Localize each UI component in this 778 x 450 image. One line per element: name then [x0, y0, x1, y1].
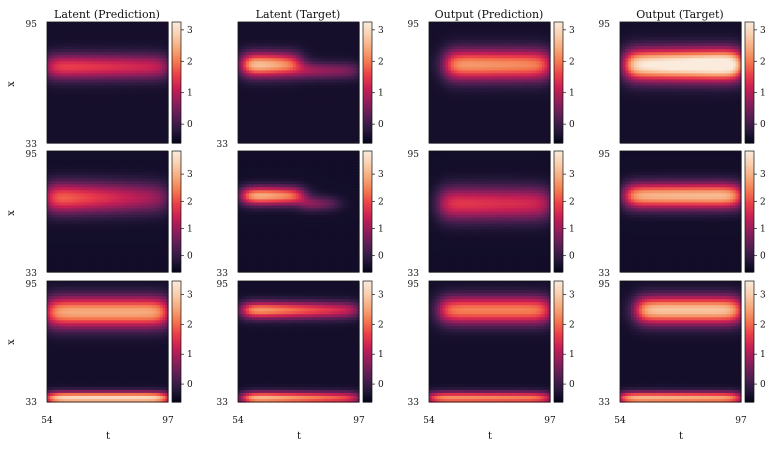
y-axis-label-row-2: x [6, 339, 17, 345]
x-tick-right-c3: 97 [735, 416, 747, 426]
y-axis-label-row-0: x [6, 81, 17, 87]
y-tick-bottom-r0-c0: 33 [26, 140, 38, 150]
x-tick-left-c1: 54 [232, 416, 244, 426]
x-tick-left-c3: 54 [614, 416, 626, 426]
x-tick-left-c2: 54 [423, 416, 435, 426]
y-tick-top-r0-c2: 95 [408, 20, 420, 30]
y-tick-top-r2-c1: 95 [217, 280, 229, 290]
x-tick-left-c0: 54 [41, 416, 53, 426]
y-tick-bottom-r1-c0: 33 [26, 269, 38, 279]
heatmap-grid: 0123012301230123012301230123012301230123… [47, 22, 766, 403]
y-tick-top-r1-c3: 95 [599, 150, 611, 160]
y-tick-bottom-r2-c3: 33 [599, 398, 611, 408]
y-tick-top-r2-c2: 95 [408, 280, 420, 290]
y-tick-bottom-r2-c0: 33 [26, 398, 38, 408]
x-tick-right-c1: 97 [353, 416, 365, 426]
x-tick-right-c0: 97 [162, 416, 174, 426]
x-tick-right-c2: 97 [544, 416, 556, 426]
y-tick-bottom-r1-c1: 33 [217, 269, 229, 279]
x-axis-label-col-1: t [297, 431, 301, 442]
y-tick-bottom-r1-c2: 33 [408, 269, 420, 279]
y-tick-top-r2-c0: 95 [26, 280, 38, 290]
x-axis-label-col-2: t [488, 431, 492, 442]
heatmap-panel-r0-c0 [47, 22, 169, 144]
y-tick-top-r0-c0: 95 [26, 20, 38, 30]
y-tick-top-r0-c3: 95 [599, 20, 611, 30]
y-tick-bottom-r0-c1: 33 [217, 140, 229, 150]
x-axis-label-col-0: t [106, 431, 110, 442]
y-tick-bottom-r1-c3: 33 [599, 269, 611, 279]
column-title-0: Latent (Prediction) [54, 8, 160, 21]
column-title-3: Output (Target) [636, 8, 723, 21]
column-title-1: Latent (Target) [256, 8, 341, 21]
y-tick-bottom-r2-c1: 33 [217, 398, 229, 408]
y-axis-label-row-1: x [6, 210, 17, 216]
y-tick-bottom-r2-c2: 33 [408, 398, 420, 408]
y-tick-top-r1-c0: 95 [26, 150, 38, 160]
y-tick-top-r1-c2: 95 [408, 150, 420, 160]
x-axis-label-col-3: t [679, 431, 683, 442]
column-title-2: Output (Prediction) [435, 8, 544, 21]
y-tick-top-r2-c3: 95 [599, 280, 611, 290]
